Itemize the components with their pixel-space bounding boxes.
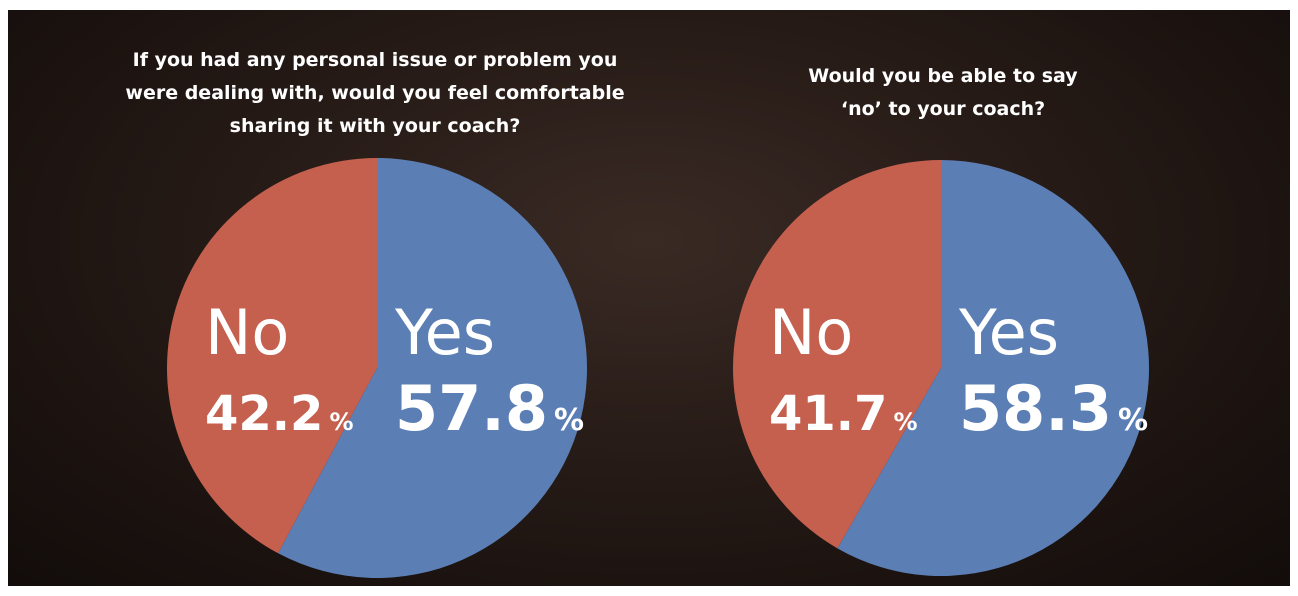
value-unit: % [1118, 403, 1148, 438]
infographic: If you had any personal issue or problem… [8, 10, 1290, 586]
page: If you had any personal issue or problem… [0, 0, 1298, 596]
slice-label: Yes [958, 296, 1059, 369]
value-unit: % [893, 408, 917, 436]
value-number: 58.3 [959, 372, 1112, 445]
value-number: 41.7 [769, 386, 887, 442]
value-unit: % [329, 408, 353, 436]
slice-label: Yes [394, 296, 495, 369]
value-unit: % [554, 403, 584, 438]
slice-label: No [205, 296, 289, 369]
value-number: 57.8 [395, 372, 548, 445]
slice-label: No [769, 296, 853, 369]
value-number: 42.2 [205, 386, 323, 442]
